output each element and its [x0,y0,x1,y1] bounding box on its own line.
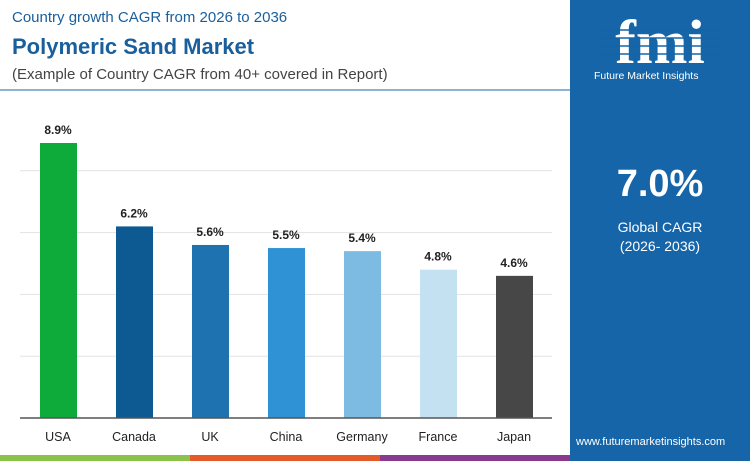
data-label: 5.4% [348,231,376,245]
brand-name: Future Market Insights [594,70,699,82]
x-tick-label: UK [201,430,219,444]
chart-subtitle: Country growth CAGR from 2026 to 2036 [12,9,288,26]
x-tick-label: USA [45,430,71,444]
data-label: 8.9% [44,123,72,137]
data-label: 4.6% [500,256,528,270]
x-tick-label: Germany [336,430,388,444]
bar-usa [40,142,77,419]
divider [0,89,570,91]
global-cagr-value: 7.0% [616,163,704,205]
bar-japan [496,275,533,418]
fmi-logo: fmi [598,9,722,68]
x-tick-label: France [419,430,458,444]
strip-orange [190,455,380,461]
website-link[interactable]: www.futuremarketinsights.com [576,436,726,448]
bar-uk [192,244,229,418]
bar-chart: 8.9% USA 6.2% Canada 5.6% UK 5.5% China 5.4% Germ… [20,123,552,444]
strip-green [0,455,190,461]
data-label: 5.5% [272,228,300,242]
bar-germany [344,251,381,418]
global-cagr-period: (2026- 2036) [619,238,701,254]
bar-france [420,269,457,418]
bar-china [268,248,305,418]
global-cagr-label: Global CAGR (2026- 2036) [570,218,750,256]
strip-purple [380,455,570,461]
chart-title: Polymeric Sand Market [12,34,255,59]
data-label: 5.6% [196,225,224,239]
bar-canada [116,226,153,418]
x-tick-label: Canada [112,430,156,444]
x-tick-label: China [270,430,303,444]
data-label: 6.2% [120,206,148,220]
data-label: 4.8% [424,250,452,264]
chart-note: (Example of Country CAGR from 40+ covere… [12,66,388,83]
x-tick-label: Japan [497,430,531,444]
sidebar-panel [570,0,750,461]
global-cagr-text: Global CAGR [617,219,703,235]
